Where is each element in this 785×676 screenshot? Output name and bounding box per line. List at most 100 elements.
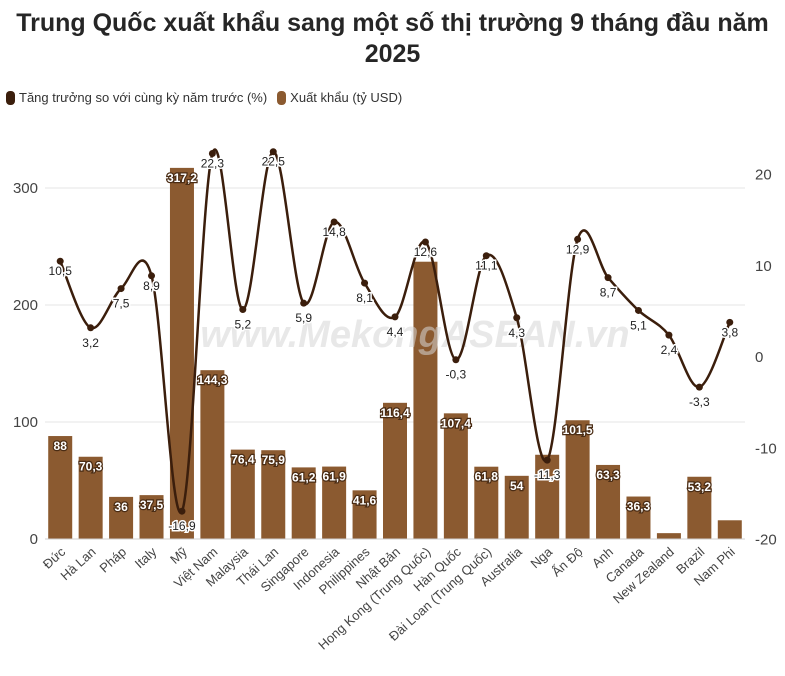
- bar-value-label: 41,6: [353, 493, 377, 507]
- bar: [413, 261, 438, 539]
- line-value-label: -11,3: [534, 468, 561, 482]
- line-value-label: 14,8: [322, 225, 346, 239]
- line-series: [56, 148, 734, 515]
- line-point: [513, 314, 521, 322]
- line-value-label: 12,6: [414, 245, 438, 259]
- bar: [474, 466, 499, 539]
- line-value-label: 4,3: [508, 326, 525, 340]
- x-tick-label: Ấn Độ: [549, 544, 586, 579]
- bar-series: [48, 167, 742, 539]
- line-point: [543, 456, 551, 464]
- line-point: [300, 299, 308, 307]
- x-tick-label: Pháp: [96, 544, 129, 575]
- chart-title: Trung Quốc xuất khẩu sang một số thị trư…: [16, 9, 769, 68]
- line-value-label: 5,1: [630, 318, 647, 332]
- legend-item-growth: Tăng trưởng so với cùng kỳ năm trước (%): [6, 90, 267, 105]
- line-value-label: 8,1: [356, 291, 373, 305]
- line-value-label: 3,8: [721, 325, 738, 339]
- bar-value-label: 54: [510, 479, 524, 493]
- bar-value-label: 101,5: [563, 423, 593, 437]
- line-value-label: 12,9: [566, 242, 590, 256]
- y-left-tick-label: 200: [13, 297, 38, 314]
- line-value-label: 22,5: [262, 155, 286, 169]
- bar-value-label: 53,2: [688, 480, 712, 494]
- bar: [109, 496, 134, 539]
- line-point: [574, 235, 582, 243]
- bar-value-label: 70,3: [79, 460, 103, 474]
- line-value-label: 11,1: [475, 259, 498, 273]
- y-right-tick-label: -10: [755, 440, 777, 457]
- bar-value-label: 116,4: [380, 406, 410, 420]
- x-tick-label: Mỹ: [167, 544, 190, 567]
- bar: [230, 449, 255, 539]
- y-left-tick-label: 0: [30, 531, 38, 548]
- bar-value-label: 88: [54, 439, 68, 453]
- legend: Tăng trưởng so với cùng kỳ năm trước (%)…: [6, 90, 412, 105]
- bar: [443, 413, 468, 539]
- bar: [291, 467, 316, 539]
- line-value-label: 7,5: [113, 297, 130, 311]
- line-point: [452, 356, 460, 364]
- bar-value-label: 36,3: [627, 500, 651, 514]
- legend-item-export: Xuất khẩu (tỷ USD): [277, 90, 402, 105]
- line-point: [330, 218, 338, 226]
- line-point: [482, 252, 490, 260]
- bar-value-label: 37,5: [140, 498, 164, 512]
- line-value-label: 4,4: [387, 325, 404, 339]
- grid: [45, 187, 745, 423]
- y-right-tick-label: 10: [755, 258, 772, 275]
- bar: [261, 450, 286, 539]
- bar: [383, 402, 407, 539]
- line-point: [56, 257, 64, 265]
- line-value-label: -16,9: [168, 519, 196, 533]
- line-point: [361, 279, 369, 287]
- bar-value-label: 63,3: [596, 468, 620, 482]
- line-point: [239, 306, 247, 314]
- line-point: [208, 150, 216, 158]
- y-left-tick-label: 300: [13, 180, 38, 197]
- y-right-tick-label: -20: [755, 532, 777, 549]
- bar: [78, 456, 103, 539]
- line-value-label: -3,3: [689, 395, 710, 409]
- bar: [626, 496, 651, 539]
- bar-value-label: 144,3: [197, 373, 227, 387]
- line-point: [87, 324, 95, 332]
- data-labels: 88 70,3 36 37,5 317,2 144,3 76,4 75,9 61,2 61,9 41…: [47, 153, 740, 535]
- legend-label-growth: Tăng trưởng so với cùng kỳ năm trước (%): [19, 90, 268, 105]
- bar: [322, 466, 347, 539]
- bar-value-label: 36: [114, 500, 128, 514]
- legend-label-export: Xuất khẩu (tỷ USD): [290, 90, 403, 105]
- line-point: [117, 285, 125, 293]
- line-point: [665, 331, 673, 339]
- line-point: [604, 274, 612, 282]
- bar-value-label: 61,2: [292, 470, 316, 484]
- y-left-tick-label: 100: [13, 414, 38, 431]
- line-point: [269, 148, 277, 156]
- bar: [352, 490, 377, 539]
- bar: [656, 533, 681, 539]
- line-point: [178, 507, 186, 515]
- line-value-label: 8,9: [143, 279, 160, 293]
- line-value-label: 10,5: [49, 264, 73, 278]
- bar: [717, 520, 742, 539]
- line-value-label: -0,3: [446, 368, 467, 382]
- bar: [200, 370, 225, 539]
- line-value-label: 22,3: [201, 157, 225, 171]
- line-value-label: 5,2: [234, 318, 251, 332]
- line-value-label: 5,9: [295, 311, 312, 325]
- bar-value-label: 61,8: [475, 470, 499, 484]
- line-value-label: 3,2: [82, 336, 99, 350]
- line-point: [421, 238, 429, 246]
- line-value-label: 2,4: [661, 343, 678, 357]
- line-point: [634, 306, 642, 314]
- bar: [139, 495, 164, 539]
- watermark: www.MekongASEAN.vn: [200, 314, 629, 356]
- y-right-tick-label: 0: [755, 349, 763, 366]
- legend-swatch-growth: [6, 90, 15, 105]
- legend-swatch-export: [277, 90, 287, 105]
- y-right-tick-label: 20: [755, 167, 772, 184]
- bar: [687, 476, 712, 539]
- bar: [535, 454, 560, 539]
- bar: [48, 436, 73, 539]
- bar-value-label: 107,4: [441, 416, 471, 430]
